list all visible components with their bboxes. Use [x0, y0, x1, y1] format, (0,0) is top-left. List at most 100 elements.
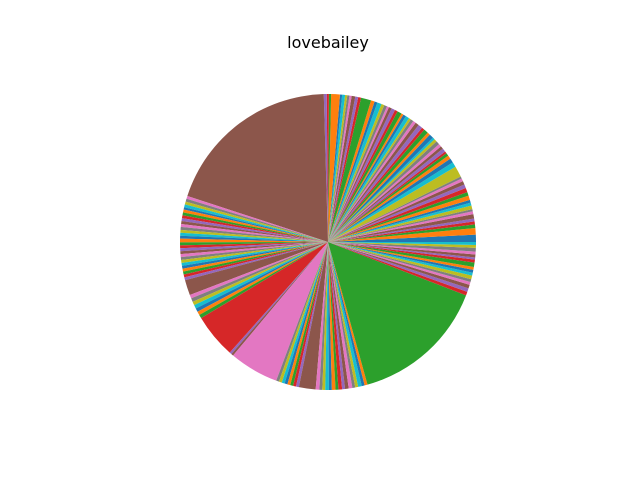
pie-slice: [328, 187, 468, 242]
pie-slice: [328, 242, 476, 260]
pie-slice: [186, 195, 328, 242]
pie-slice: [328, 151, 447, 242]
pie-slice: [197, 242, 328, 315]
pie-slice: [184, 201, 328, 242]
pie-slice: [328, 129, 428, 242]
pie-slice: [328, 141, 440, 242]
pie-slice: [328, 228, 476, 242]
pie-slice: [181, 221, 328, 242]
pie-slice: [233, 242, 328, 381]
pie-slice: [328, 121, 416, 242]
pie-slice: [201, 242, 328, 353]
pie-slice: [180, 242, 328, 246]
pie-slice: [278, 242, 328, 383]
pie-slice: [195, 242, 328, 312]
pie-slice: [276, 242, 328, 382]
pie-slice: [328, 192, 469, 242]
pie-slice: [191, 242, 328, 302]
pie-slice: [328, 104, 385, 242]
pie-slice: [328, 176, 462, 242]
pie-slice: [328, 118, 411, 242]
pie-slice: [326, 94, 329, 242]
pie-slice: [179, 238, 328, 243]
pie-slice: [328, 132, 430, 242]
pie-slice: [328, 95, 350, 242]
pie-slice: [328, 124, 423, 242]
pie-slice: [328, 148, 446, 242]
pie-slice: [180, 232, 328, 242]
pie-slice: [328, 116, 410, 242]
pie-slice: [328, 95, 352, 242]
pie-slice: [328, 209, 473, 242]
pie-slice: [183, 242, 328, 278]
pie-slice: [180, 242, 328, 258]
pie-slice: [189, 242, 328, 299]
pie-slice: [281, 242, 328, 384]
pie-slice: [328, 178, 463, 242]
pie-slice: [183, 242, 328, 275]
pie-slice: [328, 242, 468, 296]
pie-slice: [298, 242, 328, 390]
pie-slice: [328, 242, 473, 280]
pie-slice: [322, 242, 328, 390]
pie-slice: [328, 94, 340, 243]
pie-slice: [328, 242, 476, 255]
pie-slice: [328, 242, 467, 385]
pie-slice: [295, 242, 328, 388]
pie-slice: [328, 242, 476, 252]
pie-slice: [184, 242, 328, 281]
pie-slice: [328, 119, 414, 242]
pie-slice: [284, 242, 328, 385]
pie-slice: [293, 242, 328, 387]
pie-slice: [229, 242, 328, 355]
pie-slice: [328, 242, 473, 276]
pie-slice: [328, 113, 404, 242]
pie-slice: [328, 94, 332, 243]
pie-slice: [328, 95, 356, 242]
pie-slice: [290, 242, 328, 386]
pie-slice: [182, 242, 328, 272]
pie-slice: [328, 242, 476, 248]
pie-slice: [185, 242, 328, 295]
pie-slice: [328, 101, 378, 243]
pie-slice: [328, 218, 475, 242]
pie-slice: [328, 242, 343, 390]
pie-slice: [328, 94, 343, 242]
pie-slice: [328, 100, 375, 242]
pie-slice: [328, 211, 474, 242]
pie-slice: [181, 242, 328, 269]
pie-slice: [328, 106, 389, 242]
pie-slice: [328, 195, 470, 242]
pie-slices: [179, 94, 476, 390]
pie-slice: [328, 94, 346, 243]
pie-slice: [184, 204, 328, 242]
pie-slice: [287, 242, 328, 386]
pie-slice: [328, 105, 387, 242]
pie-slice: [181, 215, 328, 242]
pie-slice: [231, 242, 328, 356]
pie-slice: [328, 184, 466, 242]
pie-slice: [328, 153, 449, 242]
pie-slice: [319, 242, 328, 390]
pie-slice: [194, 242, 328, 309]
pie-slice: [187, 94, 328, 242]
pie-slice: [328, 242, 356, 388]
pie-slice: [328, 242, 470, 289]
pie-slice: [182, 212, 328, 242]
pie-slice: [180, 242, 328, 255]
pie-slice: [328, 242, 474, 273]
pie-slice: [328, 242, 472, 283]
pie-slice: [181, 218, 328, 242]
pie-slice: [328, 242, 476, 245]
pie-slice: [185, 198, 328, 242]
pie-slice: [328, 205, 473, 242]
pie-slice: [328, 242, 346, 390]
pie-slice: [328, 110, 398, 242]
pie-slice: [328, 122, 419, 242]
pie-slice: [328, 199, 471, 242]
pie-slice: [328, 242, 362, 387]
pie-slice: [180, 242, 328, 261]
pie-slice: [323, 94, 328, 242]
pie-slice: [199, 242, 328, 319]
pie-slice: [328, 242, 471, 285]
